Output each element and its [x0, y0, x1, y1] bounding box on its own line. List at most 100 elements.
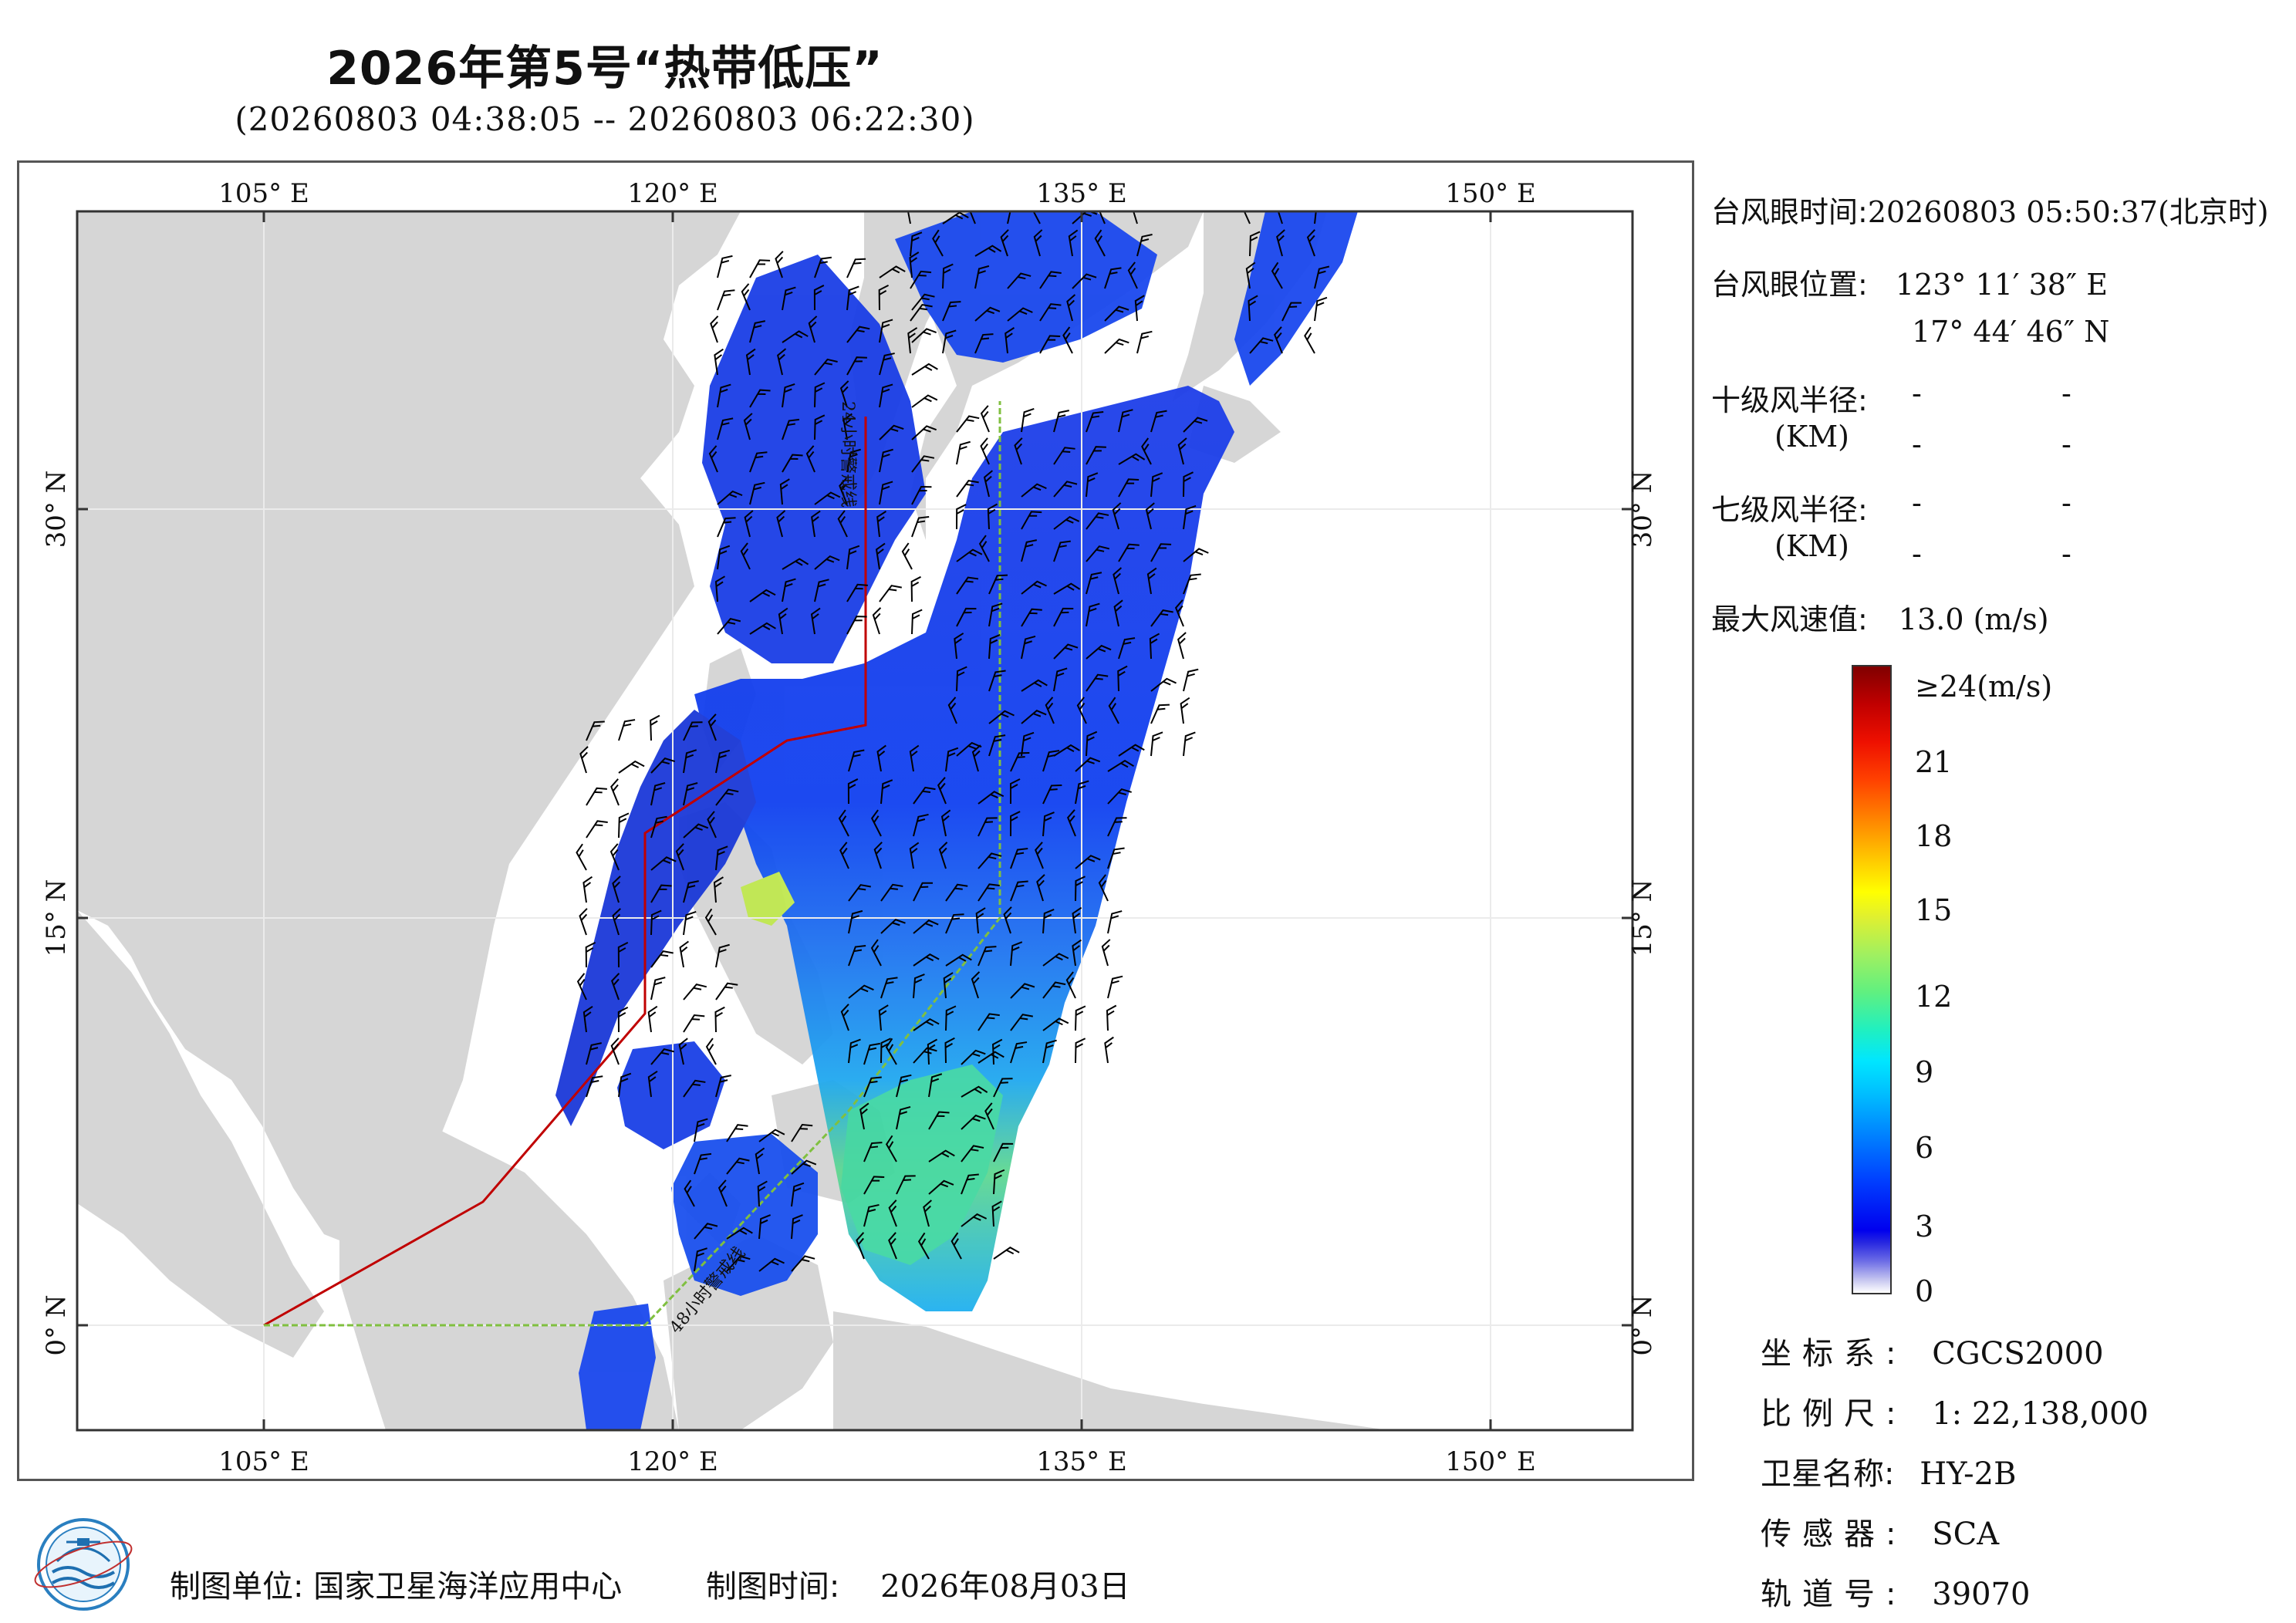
- wind-barb: [839, 380, 849, 408]
- wind-barb: [956, 607, 977, 627]
- wind-barb: [717, 490, 743, 505]
- wind-barb: [586, 1075, 603, 1098]
- wind-barb: [879, 424, 904, 440]
- sensor-row: 传感器: SCA: [1761, 1509, 1999, 1554]
- wind-barb: [1066, 809, 1076, 837]
- wind-barb: [913, 953, 940, 967]
- wind-barb: [1042, 908, 1055, 934]
- wind-barb: [846, 448, 861, 473]
- wind-barb: [743, 413, 753, 440]
- wind-barb: [1113, 599, 1123, 627]
- wind-barb: [1086, 446, 1106, 465]
- wind-barb: [777, 348, 787, 376]
- wind-barb: [956, 504, 967, 530]
- right-lat-label: 30° N: [1627, 471, 1658, 548]
- wind-barb: [1150, 472, 1163, 498]
- wind-barb: [1072, 939, 1082, 967]
- wind-barb: [683, 782, 698, 806]
- wind-barb: [714, 348, 724, 376]
- wind-barb: [726, 1157, 750, 1175]
- wind-barb: [782, 578, 796, 602]
- wind-barb: [911, 485, 932, 505]
- wind-barb: [980, 437, 990, 465]
- wind-barb: [717, 383, 731, 408]
- wind-barb: [1086, 512, 1109, 530]
- wind-barb: [956, 440, 971, 465]
- wind-barb: [1035, 842, 1044, 869]
- wind-barb: [977, 883, 1000, 902]
- wind-barb: [1107, 760, 1135, 772]
- eye-pos-label: 台风眼位置:: [1711, 268, 1868, 302]
- wind-barb: [683, 823, 709, 838]
- wind-barb: [937, 777, 947, 805]
- wind-barb: [927, 1038, 938, 1065]
- wind-barb: [942, 263, 954, 289]
- wind-barb: [617, 1007, 629, 1033]
- scale-value: 1: 22,138,000: [1932, 1396, 2149, 1432]
- wind-barb: [909, 744, 920, 772]
- wind-barb: [782, 454, 803, 473]
- wind-barb: [945, 913, 964, 934]
- wind-barb: [1098, 874, 1109, 902]
- wind-barb: [1053, 447, 1075, 465]
- wind-barb: [650, 815, 667, 838]
- wind-barb: [917, 1232, 930, 1260]
- wind-barbs: [576, 211, 1330, 1272]
- wind-barb: [1053, 607, 1074, 627]
- wind-barb: [1094, 229, 1106, 257]
- wind-barb: [848, 749, 865, 772]
- wind-barb: [880, 1038, 892, 1064]
- wind-barb: [901, 542, 913, 570]
- footer: 制图单位: 国家卫星海洋应用中心 制图时间: 2026年08月03日: [170, 1561, 1130, 1606]
- wind-barb: [1118, 637, 1136, 660]
- wind-barb: [1117, 665, 1128, 692]
- wind-barb: [913, 813, 929, 837]
- wind-barb: [694, 1118, 708, 1142]
- wind-barb: [1021, 580, 1047, 595]
- wind-barb: [1086, 545, 1110, 562]
- wind-barb: [896, 1105, 911, 1130]
- wind-barb: [956, 666, 967, 692]
- wind-barb: [683, 721, 703, 741]
- wind-barb: [791, 1214, 803, 1240]
- orbit-value: 39070: [1932, 1577, 2031, 1612]
- wind-barb: [848, 944, 866, 967]
- wind-barb: [758, 1129, 785, 1142]
- wind-barb: [988, 734, 1006, 757]
- wind-barb: [988, 670, 1006, 692]
- wind-barb: [1045, 697, 1055, 724]
- wind-barb: [1118, 478, 1140, 498]
- wind-barb: [1021, 511, 1042, 530]
- wind-barb: [715, 1075, 731, 1098]
- wind-barb: [778, 607, 788, 635]
- colorbar-tick: 12: [1915, 980, 1953, 1014]
- wind-barb: [1033, 229, 1043, 257]
- wind-barb: [1106, 1004, 1117, 1031]
- wind-barb: [942, 301, 961, 322]
- wind-barb: [791, 1255, 815, 1272]
- wind-barb: [870, 809, 882, 837]
- wind-barb: [814, 555, 840, 570]
- wind-barb: [609, 843, 620, 871]
- wind-barb: [993, 1247, 1020, 1260]
- wind-barb: [848, 884, 871, 902]
- wind-barb: [814, 414, 826, 440]
- wind-barb: [913, 1017, 940, 1031]
- wind-barb: [717, 517, 736, 538]
- chart-title: 2026年第5号“热带低压”: [326, 42, 883, 96]
- wind-barb: [813, 285, 825, 311]
- wind-barb: [928, 1111, 950, 1130]
- wind-barb: [611, 973, 620, 1000]
- wind-barb: [1118, 744, 1145, 757]
- wind-barb: [745, 348, 756, 376]
- wind-barb: [776, 510, 786, 538]
- wind-barb: [683, 910, 697, 936]
- wind-barb: [811, 510, 821, 538]
- wind-barb: [1072, 211, 1098, 224]
- wind-barb: [1053, 410, 1069, 433]
- bottom-lon-label: 120° E: [627, 1446, 718, 1477]
- wind-barb: [1150, 731, 1163, 757]
- top-lon-label: 120° E: [627, 178, 718, 209]
- wind-barb: [977, 1013, 1000, 1031]
